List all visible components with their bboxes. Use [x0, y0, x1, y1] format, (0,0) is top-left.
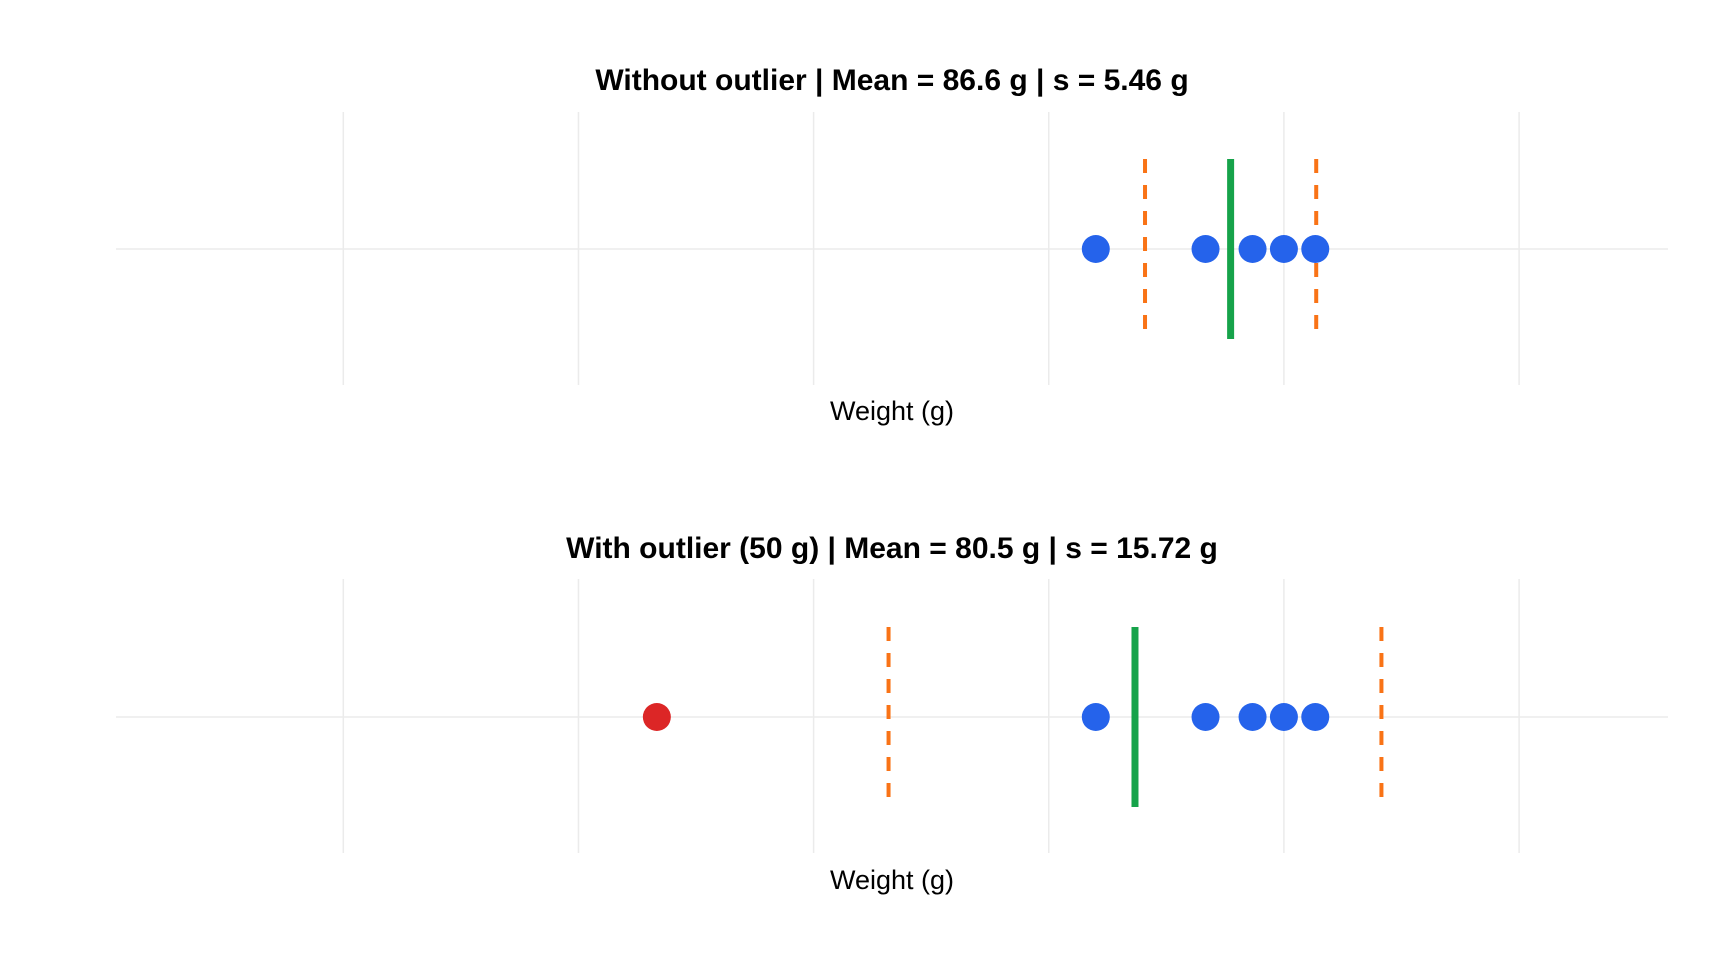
point: [1269, 703, 1298, 731]
point: [1301, 703, 1330, 731]
point: [1238, 235, 1267, 263]
point: [1191, 235, 1220, 263]
point: [1081, 703, 1110, 731]
x-axis-label: Weight (g): [830, 396, 954, 426]
point: [1301, 235, 1330, 263]
point: [1191, 703, 1220, 731]
point: [1238, 703, 1267, 731]
chart-title: With outlier (50 g) | Mean = 80.5 g | s …: [566, 532, 1218, 565]
point: [1081, 235, 1110, 263]
chart-title: Without outlier | Mean = 86.6 g | s = 5.…: [595, 64, 1188, 97]
point: [1269, 235, 1298, 263]
x-axis-label: Weight (g): [830, 865, 954, 895]
point: [642, 703, 671, 731]
